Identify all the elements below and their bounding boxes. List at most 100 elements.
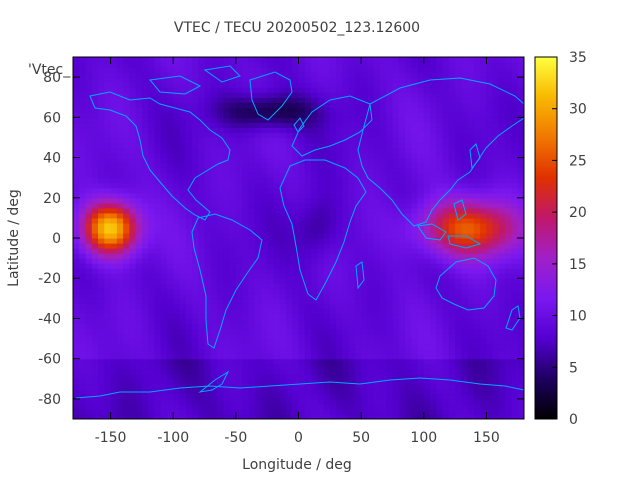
heatmap-cell (455, 338, 462, 345)
heatmap-cell (285, 403, 293, 410)
heatmap-cell (367, 388, 375, 395)
heatmap-cell (235, 368, 243, 375)
heatmap-cell (373, 62, 381, 68)
heatmap-cell (398, 127, 406, 134)
heatmap-cell (323, 303, 331, 309)
heatmap-cell (141, 243, 149, 249)
heatmap-cell (166, 107, 174, 113)
heatmap-cell (198, 187, 206, 194)
heatmap-cell (173, 72, 181, 78)
heatmap-cell (354, 358, 362, 365)
heatmap-cell (273, 263, 281, 269)
heatmap-cell (329, 403, 337, 410)
heatmap-cell (210, 182, 218, 189)
heatmap-cell (166, 227, 174, 234)
heatmap-cell (104, 92, 112, 98)
heatmap-cell (323, 192, 331, 199)
heatmap-cell (498, 288, 506, 294)
heatmap-cell (129, 323, 137, 330)
heatmap-cell (229, 147, 237, 154)
heatmap-cell (148, 378, 156, 385)
heatmap-cell (311, 283, 318, 289)
heatmap-cell (192, 333, 199, 340)
heatmap-cell (123, 378, 130, 385)
heatmap-cell (179, 378, 187, 385)
heatmap-cell (85, 207, 93, 214)
heatmap-cell (436, 333, 444, 340)
heatmap-cell (480, 383, 488, 390)
heatmap-cell (329, 408, 337, 415)
heatmap-cell (110, 348, 118, 355)
heatmap-cell (217, 248, 224, 254)
heatmap-cell (110, 298, 118, 304)
heatmap-cell (254, 157, 262, 164)
heatmap-cell (398, 358, 406, 365)
heatmap-cell (379, 238, 387, 244)
heatmap-cell (430, 112, 437, 118)
heatmap-cell (123, 212, 130, 219)
heatmap-cell (154, 147, 162, 154)
heatmap-cell (279, 268, 287, 274)
heatmap-cell (323, 187, 331, 194)
heatmap-cell (141, 82, 149, 88)
heatmap-cell (430, 298, 437, 304)
heatmap-cell (367, 77, 375, 83)
heatmap-cell (411, 333, 419, 340)
heatmap-cell (129, 383, 137, 390)
heatmap-cell (217, 358, 224, 365)
heatmap-cell (198, 117, 206, 123)
heatmap-cell (173, 293, 181, 299)
heatmap-cell (342, 117, 350, 123)
heatmap-cell (448, 338, 456, 345)
heatmap-cell (311, 298, 318, 304)
heatmap-cell (285, 323, 293, 330)
heatmap-cell (436, 243, 444, 249)
heatmap-cell (91, 187, 99, 194)
heatmap-cell (160, 82, 168, 88)
heatmap-cell (442, 293, 450, 299)
heatmap-cell (404, 152, 412, 159)
heatmap-cell (79, 222, 87, 229)
heatmap-cell (285, 328, 293, 335)
heatmap-cell (91, 182, 99, 189)
heatmap-cell (379, 348, 387, 355)
heatmap-cell (455, 72, 462, 78)
heatmap-cell (91, 112, 99, 118)
heatmap-cell (217, 348, 224, 355)
heatmap-cell (217, 238, 224, 244)
heatmap-cell (461, 202, 469, 209)
heatmap-cell (342, 388, 350, 395)
heatmap-cell (342, 278, 350, 284)
heatmap-cell (505, 333, 513, 340)
heatmap-cell (260, 187, 268, 194)
heatmap-cell (104, 308, 112, 315)
heatmap-cell (505, 283, 513, 289)
heatmap-cell (423, 368, 431, 375)
heatmap-cell (217, 137, 224, 144)
heatmap-cell (160, 248, 168, 254)
heatmap-cell (267, 413, 275, 419)
heatmap-cell (198, 403, 206, 410)
heatmap-cell (304, 117, 312, 123)
heatmap-cell (273, 238, 281, 244)
heatmap-cell (79, 373, 87, 380)
heatmap-cell (436, 207, 444, 214)
heatmap-cell (492, 92, 500, 98)
heatmap-cell (455, 353, 462, 360)
heatmap-cell (442, 278, 450, 284)
heatmap-cell (279, 413, 287, 419)
heatmap-cell (392, 212, 400, 219)
heatmap-cell (148, 238, 156, 244)
heatmap-cell (73, 142, 80, 149)
heatmap-cell (323, 238, 331, 244)
heatmap-cell (91, 398, 99, 405)
heatmap-cell (292, 97, 300, 103)
heatmap-cell (442, 77, 450, 83)
heatmap-cell (492, 107, 500, 113)
heatmap-cell (411, 177, 419, 184)
heatmap-cell (235, 378, 243, 385)
heatmap-cell (223, 298, 231, 304)
heatmap-cell (404, 388, 412, 395)
heatmap-cell (423, 273, 431, 279)
heatmap-cell (73, 217, 80, 224)
